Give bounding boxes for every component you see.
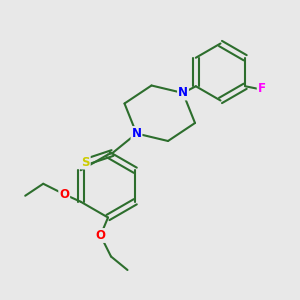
Text: N: N bbox=[178, 86, 188, 100]
Text: O: O bbox=[59, 188, 69, 201]
Text: F: F bbox=[258, 82, 266, 95]
Text: O: O bbox=[95, 229, 106, 242]
Text: S: S bbox=[81, 155, 90, 169]
Text: N: N bbox=[131, 127, 142, 140]
